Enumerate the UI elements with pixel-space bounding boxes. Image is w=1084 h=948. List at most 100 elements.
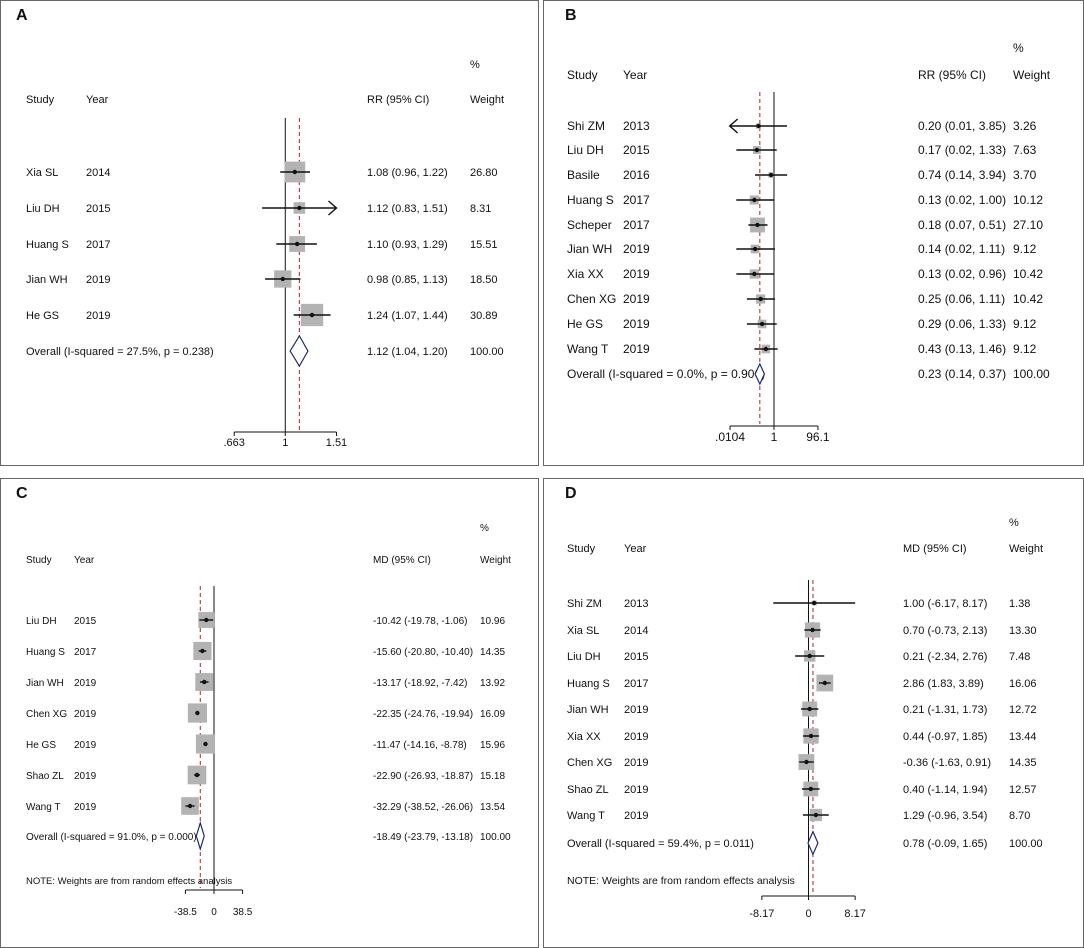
study-name: Shao ZL — [567, 784, 609, 796]
study-weight: 26.80 — [470, 167, 498, 179]
study-name: Basile — [567, 168, 600, 182]
study-name: Xia SL — [567, 625, 599, 637]
study-row: Jian WH 2019 0.14 (0.02, 1.11) 9.12 — [567, 242, 1037, 256]
study-row: He GS 2019 -11.47 (-14.16, -8.78) 15.96 — [26, 734, 505, 754]
overall-label: Overall (I-squared = 0.0%, p = 0.906) — [567, 367, 765, 381]
study-year: 2019 — [624, 704, 648, 716]
study-estimate-ci: 0.70 (-0.73, 2.13) — [903, 625, 987, 637]
study-point-estimate — [187, 803, 193, 809]
study-name: He GS — [567, 317, 603, 331]
study-year: 2019 — [86, 274, 110, 286]
overall-row: Overall (I-squared = 59.4%, p = 0.011) 0.… — [567, 830, 1043, 856]
study-year: 2019 — [74, 802, 97, 813]
x-tick-label: 1 — [771, 430, 778, 444]
study-point-estimate — [807, 653, 812, 659]
x-tick-label: .663 — [224, 437, 245, 449]
study-weight: 13.44 — [1009, 731, 1037, 743]
study-row: Huang S 2017 1.10 (0.93, 1.29) 15.51 — [26, 236, 498, 252]
study-point-estimate — [763, 346, 769, 352]
study-weight: 10.96 — [480, 616, 505, 627]
study-year: 2014 — [86, 167, 110, 179]
study-point-estimate — [200, 648, 205, 654]
study-weight: 14.35 — [1009, 757, 1037, 769]
study-weight: 12.72 — [1009, 704, 1037, 716]
study-weight: 9.12 — [1013, 242, 1037, 256]
study-name: Shi ZM — [567, 119, 605, 133]
study-estimate-ci: -0.36 (-1.63, 0.91) — [903, 757, 991, 769]
study-year: 2017 — [623, 193, 650, 207]
estimate-column-header: MD (95% CI) — [903, 543, 967, 555]
weight-column-header: Weight — [480, 555, 511, 566]
overall-row: Overall (I-squared = 0.0%, p = 0.906) 0.2… — [567, 362, 1050, 386]
study-name: Liu DH — [567, 143, 604, 157]
overall-diamond — [289, 334, 309, 368]
study-estimate-ci: -11.47 (-14.16, -8.78) — [373, 740, 467, 751]
study-estimate-ci: 1.12 (0.83, 1.51) — [367, 203, 448, 215]
study-estimate-ci: 0.43 (0.13, 1.46) — [918, 342, 1006, 356]
study-point-estimate — [810, 627, 815, 633]
study-year: 2019 — [74, 740, 97, 751]
study-weight: 12.57 — [1009, 784, 1037, 796]
study-estimate-ci: 0.25 (0.06, 1.11) — [918, 292, 1005, 306]
study-estimate-ci: 2.86 (1.83, 3.89) — [903, 678, 984, 690]
study-year: 2019 — [623, 242, 650, 256]
study-year: 2019 — [623, 342, 650, 356]
study-year: 2017 — [623, 218, 650, 232]
year-column-header: Year — [623, 68, 647, 82]
study-year: 2019 — [624, 810, 648, 822]
study-row: Wang T 2019 0.43 (0.13, 1.46) 9.12 — [567, 342, 1037, 356]
study-name: Jian WH — [26, 274, 68, 286]
study-row: Liu DH 2015 1.12 (0.83, 1.51) 8.31 — [26, 200, 491, 216]
study-year: 2019 — [624, 757, 648, 769]
study-point-estimate — [822, 680, 828, 686]
study-point-estimate — [194, 772, 200, 778]
panel-frame — [0, 0, 539, 466]
study-year: 2019 — [623, 292, 650, 306]
study-row: Xia XX 2019 0.13 (0.02, 0.96) 10.42 — [567, 267, 1043, 281]
study-year: 2019 — [86, 310, 110, 322]
study-name: Jian WH — [567, 704, 609, 716]
study-name: Huang S — [567, 193, 614, 207]
study-name: Jian WH — [26, 678, 64, 689]
panel-letter: D — [565, 485, 577, 502]
x-tick-label: 38.5 — [233, 907, 253, 918]
study-row: Shi ZM 2013 1.00 (-6.17, 8.17) 1.38 — [567, 598, 1030, 610]
study-row: Xia XX 2019 0.44 (-0.97, 1.85) 13.44 — [567, 728, 1037, 744]
study-weight: 13.30 — [1009, 625, 1037, 637]
study-name: Wang T — [567, 810, 605, 822]
study-point-estimate — [294, 241, 300, 247]
study-point-estimate — [754, 147, 760, 153]
study-weight: 14.35 — [480, 647, 505, 658]
study-row: Jian WH 2019 0.21 (-1.31, 1.73) 12.72 — [567, 701, 1037, 717]
overall-row: Overall (I-squared = 27.5%, p = 0.238) 1.… — [26, 334, 504, 368]
study-estimate-ci: 0.13 (0.02, 1.00) — [918, 193, 1006, 207]
study-row: Shao ZL 2019 0.40 (-1.14, 1.94) 12.57 — [567, 781, 1037, 797]
study-estimate-ci: -22.90 (-26.93, -18.87) — [373, 771, 473, 782]
weight-column-header: Weight — [1009, 543, 1043, 555]
study-name: Wang T — [567, 342, 609, 356]
overall-label: Overall (I-squared = 91.0%, p = 0.000) — [26, 832, 197, 843]
study-year: 2013 — [623, 119, 650, 133]
study-name: Jian WH — [567, 242, 612, 256]
year-column-header: Year — [624, 543, 647, 555]
study-row: He GS 2019 1.24 (1.07, 1.44) 30.89 — [26, 303, 498, 327]
x-tick-label: 1.51 — [326, 437, 347, 449]
study-estimate-ci: -10.42 (-19.78, -1.06) — [373, 616, 468, 627]
study-weight: 16.09 — [480, 709, 505, 720]
study-name: He GS — [26, 740, 56, 751]
study-point-estimate — [297, 205, 302, 211]
study-weight: 27.10 — [1013, 218, 1043, 232]
study-year: 2017 — [624, 678, 648, 690]
study-point-estimate — [808, 786, 813, 792]
study-row: Xia SL 2014 0.70 (-0.73, 2.13) 13.30 — [567, 622, 1037, 638]
study-point-estimate — [195, 710, 200, 716]
study-estimate-ci: 0.44 (-0.97, 1.85) — [903, 731, 987, 743]
study-name: Xia SL — [26, 167, 58, 179]
study-name: Huang S — [567, 678, 610, 690]
study-row: Jian WH 2019 0.98 (0.85, 1.13) 18.50 — [26, 270, 498, 288]
study-weight: 8.70 — [1009, 810, 1030, 822]
study-estimate-ci: 1.08 (0.96, 1.22) — [367, 167, 448, 179]
study-estimate-ci: 0.21 (-1.31, 1.73) — [903, 704, 987, 716]
study-point-estimate — [752, 246, 758, 252]
study-year: 2015 — [74, 616, 97, 627]
